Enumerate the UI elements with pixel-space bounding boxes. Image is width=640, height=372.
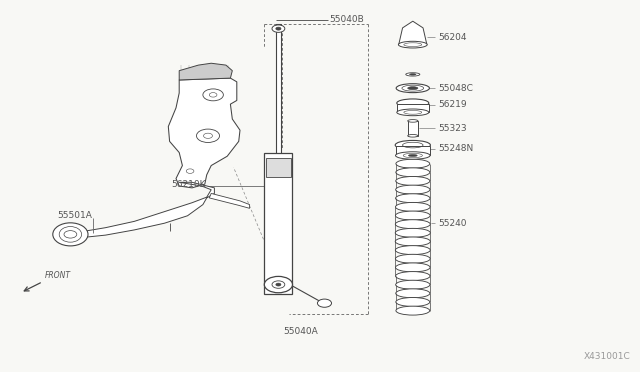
Polygon shape bbox=[77, 182, 214, 238]
Ellipse shape bbox=[396, 220, 430, 229]
Circle shape bbox=[196, 129, 220, 142]
Ellipse shape bbox=[396, 237, 430, 246]
Ellipse shape bbox=[396, 168, 430, 177]
Ellipse shape bbox=[396, 263, 430, 272]
Polygon shape bbox=[399, 21, 427, 45]
Ellipse shape bbox=[410, 74, 416, 75]
Text: 56204: 56204 bbox=[438, 33, 467, 42]
Ellipse shape bbox=[406, 73, 420, 76]
Polygon shape bbox=[168, 78, 240, 188]
Text: 55240: 55240 bbox=[438, 219, 467, 228]
Text: 56210K: 56210K bbox=[172, 180, 206, 189]
Text: 55323: 55323 bbox=[438, 124, 467, 133]
Circle shape bbox=[203, 89, 223, 101]
Ellipse shape bbox=[397, 109, 429, 116]
Ellipse shape bbox=[396, 246, 430, 254]
Ellipse shape bbox=[396, 176, 430, 185]
Circle shape bbox=[276, 27, 281, 30]
Text: 55248N: 55248N bbox=[438, 144, 474, 153]
Ellipse shape bbox=[396, 140, 431, 150]
Ellipse shape bbox=[396, 280, 430, 289]
Ellipse shape bbox=[396, 289, 430, 298]
Circle shape bbox=[272, 25, 285, 32]
FancyBboxPatch shape bbox=[408, 121, 418, 136]
Ellipse shape bbox=[408, 134, 418, 137]
Circle shape bbox=[317, 299, 332, 307]
Ellipse shape bbox=[396, 194, 430, 203]
Ellipse shape bbox=[396, 272, 430, 280]
Text: 55040B: 55040B bbox=[329, 15, 364, 24]
Ellipse shape bbox=[397, 99, 429, 107]
Ellipse shape bbox=[396, 298, 430, 307]
Ellipse shape bbox=[396, 84, 429, 93]
Text: 55501A: 55501A bbox=[58, 211, 92, 219]
FancyBboxPatch shape bbox=[397, 104, 429, 112]
Text: 55048C: 55048C bbox=[438, 84, 473, 93]
Ellipse shape bbox=[396, 159, 429, 168]
Text: 56219: 56219 bbox=[438, 100, 467, 109]
Ellipse shape bbox=[398, 41, 428, 48]
Circle shape bbox=[264, 276, 292, 293]
Circle shape bbox=[272, 281, 285, 288]
Ellipse shape bbox=[52, 223, 88, 246]
Polygon shape bbox=[209, 193, 250, 208]
Ellipse shape bbox=[396, 211, 430, 220]
Ellipse shape bbox=[396, 228, 430, 237]
Ellipse shape bbox=[396, 254, 430, 263]
Ellipse shape bbox=[408, 87, 418, 90]
Polygon shape bbox=[179, 63, 232, 80]
FancyBboxPatch shape bbox=[276, 24, 281, 156]
FancyBboxPatch shape bbox=[396, 146, 430, 155]
Ellipse shape bbox=[396, 185, 430, 194]
Text: 55040A: 55040A bbox=[284, 327, 318, 336]
Ellipse shape bbox=[396, 306, 429, 315]
Text: FRONT: FRONT bbox=[45, 271, 71, 280]
Ellipse shape bbox=[408, 154, 417, 157]
Ellipse shape bbox=[396, 202, 430, 211]
Ellipse shape bbox=[408, 119, 418, 122]
Ellipse shape bbox=[396, 152, 430, 159]
Text: X431001C: X431001C bbox=[584, 352, 630, 361]
Circle shape bbox=[276, 283, 281, 286]
FancyBboxPatch shape bbox=[266, 158, 291, 177]
FancyBboxPatch shape bbox=[264, 153, 292, 294]
